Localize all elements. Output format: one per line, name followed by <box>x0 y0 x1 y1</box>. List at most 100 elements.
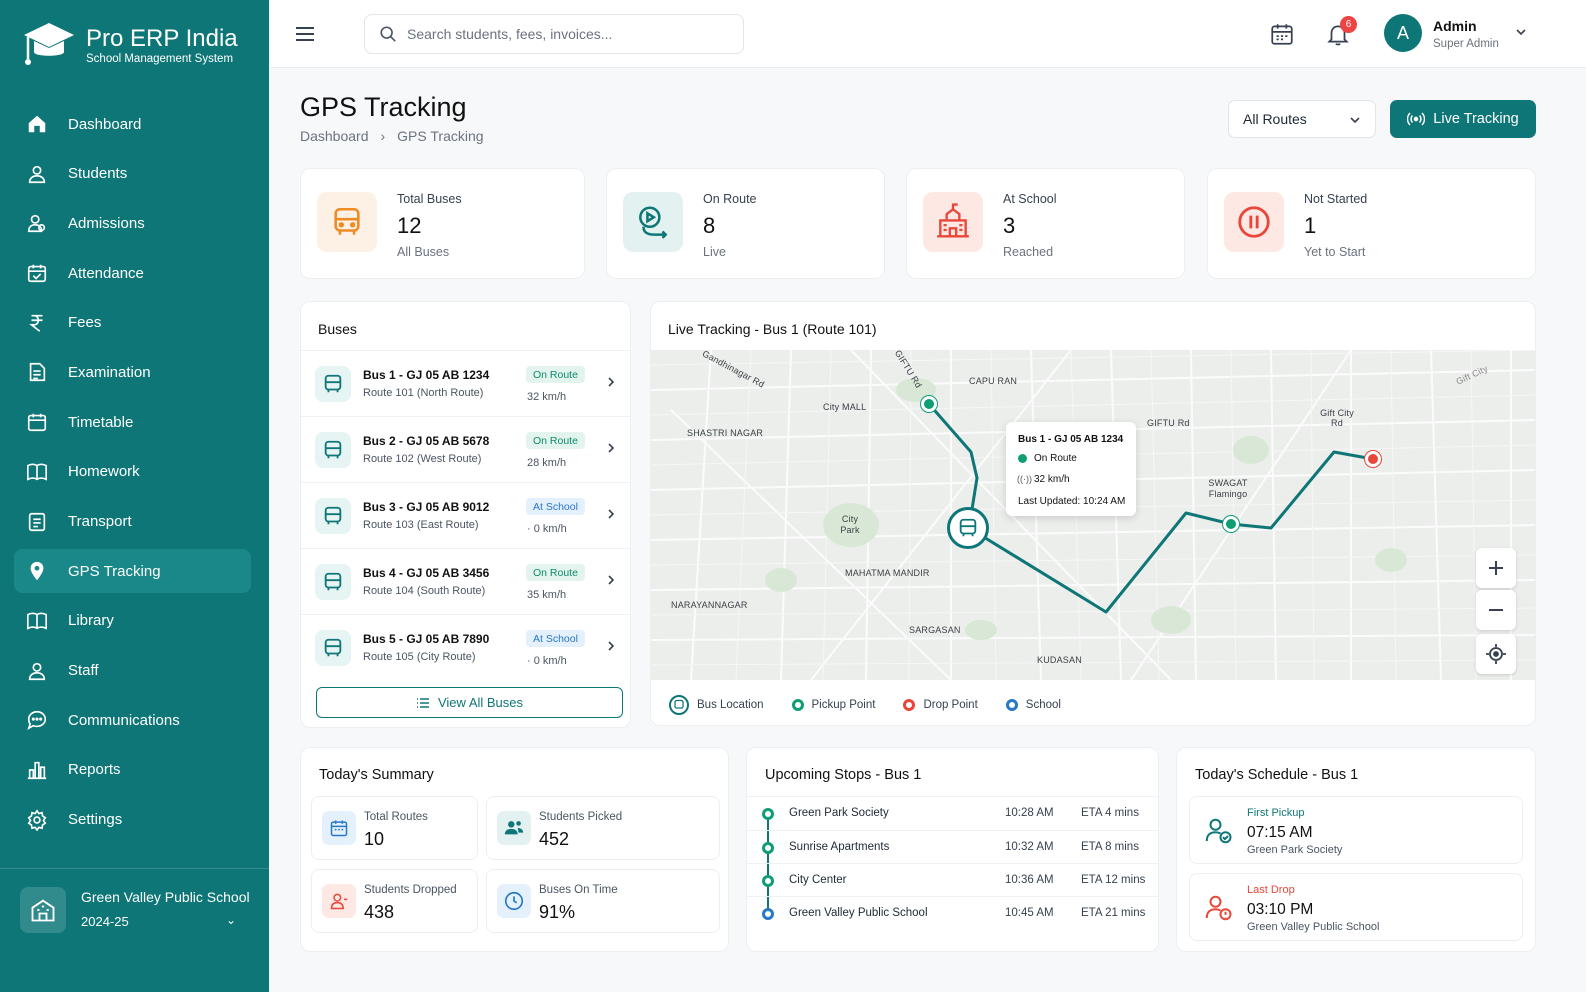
summary-value: 91% <box>539 902 576 922</box>
bell-icon[interactable] <box>1325 20 1351 48</box>
breadcrumb-item[interactable]: Dashboard <box>300 128 369 144</box>
chevron-right-icon <box>608 443 615 453</box>
bus-location-marker[interactable] <box>947 507 989 549</box>
schedule-place: Green Valley Public School <box>1247 921 1380 933</box>
school-switcher[interactable]: Green Valley Public School 2024-25 ⌄ <box>0 868 269 992</box>
pickup-point-marker[interactable] <box>1223 516 1239 532</box>
map-label: City Park <box>840 514 860 535</box>
bus-name: Bus 1 - GJ 05 AB 1234 <box>363 368 490 382</box>
sidebar-item-label: Staff <box>68 662 99 680</box>
document-icon <box>29 363 46 382</box>
stat-label: At School <box>1003 192 1057 206</box>
bus-list-item[interactable]: Bus 4 - GJ 05 AB 3456 Route 104 (South R… <box>301 548 631 614</box>
search-input[interactable] <box>407 26 707 42</box>
stop-name: City Center <box>789 874 847 886</box>
sidebar-item-staff[interactable]: Staff <box>14 649 251 693</box>
sidebar-item-dashboard[interactable]: Dashboard <box>14 102 251 146</box>
status-badge: On Route <box>526 564 585 581</box>
chevron-right-icon: › <box>380 128 386 144</box>
summary-students-picked: Students Picked 452 <box>486 796 720 860</box>
zoom-out-button[interactable] <box>1476 590 1516 630</box>
sidebar: Pro ERP India School Management System D… <box>0 0 269 992</box>
bus-name: Bus 3 - GJ 05 AB 9012 <box>363 500 490 514</box>
sidebar-item-fees[interactable]: Fees <box>14 301 251 345</box>
todays-schedule-panel: Today's Schedule - Bus 1 First Pickup 07… <box>1176 747 1536 952</box>
bus-list-item[interactable]: Bus 2 - GJ 05 AB 5678 Route 102 (West Ro… <box>301 416 631 482</box>
zoom-in-button[interactable] <box>1476 548 1516 588</box>
bus-list-item[interactable]: Bus 1 - GJ 05 AB 1234 Route 101 (North R… <box>301 350 631 416</box>
sidebar-item-label: Dashboard <box>68 115 142 133</box>
sidebar-item-label: Admissions <box>68 214 145 232</box>
map-canvas[interactable]: Gandhinagar Rd GIFTU Rd CAPU RAN City MA… <box>651 350 1535 680</box>
calendar-check-icon <box>27 264 47 283</box>
sidebar-item-examination[interactable]: Examination <box>14 350 251 394</box>
book-icon <box>27 463 47 481</box>
menu-icon[interactable] <box>294 22 316 46</box>
summary-buses-on-time: Buses On Time 91% <box>486 869 720 933</box>
school-icon <box>923 192 983 252</box>
stop-eta: ETA 8 mins <box>1081 841 1139 853</box>
chevron-down-icon[interactable] <box>1514 25 1528 39</box>
avatar[interactable]: A <box>1384 14 1422 52</box>
bus-list-item[interactable]: Bus 5 - GJ 05 AB 7890 Route 105 (City Ro… <box>301 614 631 680</box>
sidebar-item-reports[interactable]: Reports <box>14 748 251 792</box>
bus-icon <box>315 630 351 666</box>
sidebar-item-library[interactable]: Library <box>14 599 251 643</box>
live-tracking-panel: Live Tracking - Bus 1 (Route 101) <box>650 301 1536 726</box>
bus-location-legend-icon <box>669 695 689 715</box>
sidebar-item-label: Reports <box>68 761 121 779</box>
plus-icon <box>1489 561 1503 575</box>
tooltip-status: On Route <box>1034 453 1077 464</box>
map-legend: Bus Location Pickup Point Drop Point Sch… <box>669 695 1061 715</box>
schedule-kind: First Pickup <box>1247 807 1305 819</box>
stop-row[interactable]: Green Valley Public School 10:45 AM ETA … <box>747 896 1159 929</box>
summary-label: Students Picked <box>539 811 623 823</box>
pickup-point-marker[interactable] <box>921 396 937 412</box>
user-name[interactable]: Admin <box>1433 18 1477 34</box>
live-tracking-label: Live Tracking <box>1433 111 1519 127</box>
user-drop-icon <box>1198 888 1238 928</box>
stop-row[interactable]: Sunrise Apartments 10:32 AM ETA 8 mins <box>747 830 1159 863</box>
calendar-icon[interactable] <box>1269 20 1295 48</box>
bus-route: Route 101 (North Route) <box>363 387 484 399</box>
drop-point-marker[interactable] <box>1365 451 1381 467</box>
sidebar-item-label: Attendance <box>68 264 144 282</box>
sidebar-item-attendance[interactable]: Attendance <box>14 251 251 295</box>
stat-sub: Yet to Start <box>1304 245 1366 259</box>
stat-card-at-school: At School 3 Reached <box>906 168 1185 279</box>
panel-title: Live Tracking - Bus 1 (Route 101) <box>668 321 877 337</box>
timeline-line <box>767 814 769 914</box>
sidebar-item-label: Homework <box>68 463 140 481</box>
sidebar-item-students[interactable]: Students <box>14 152 251 196</box>
sidebar-item-timetable[interactable]: Timetable <box>14 400 251 444</box>
map-label: Gift City Rd <box>1320 408 1354 428</box>
sidebar-item-homework[interactable]: Homework <box>14 450 251 494</box>
stop-row[interactable]: Green Park Society 10:28 AM ETA 4 mins <box>747 797 1159 830</box>
panel-title: Upcoming Stops - Bus 1 <box>765 767 922 783</box>
book-open-icon <box>27 612 47 630</box>
map-label: SARGASAN <box>909 625 961 635</box>
legend-label: Pickup Point <box>811 699 876 711</box>
bus-route: Route 105 (City Route) <box>363 651 476 663</box>
sidebar-item-communications[interactable]: Communications <box>14 698 251 742</box>
bus-list-item[interactable]: Bus 3 - GJ 05 AB 9012 Route 103 (East Ro… <box>301 482 631 548</box>
graduation-cap-icon <box>24 23 74 65</box>
locate-me-button[interactable] <box>1476 634 1516 674</box>
sidebar-item-transport[interactable]: Transport <box>14 500 251 544</box>
view-all-buses-button[interactable]: View All Buses <box>316 687 623 718</box>
route-filter-select[interactable]: All Routes <box>1228 100 1376 138</box>
summary-label: Total Routes <box>364 811 428 823</box>
sidebar-item-settings[interactable]: Settings <box>14 798 251 842</box>
sidebar-item-admissions[interactable]: Admissions <box>14 201 251 245</box>
chevron-down-icon[interactable]: ⌄ <box>226 913 237 927</box>
map-label: NARAYANNAGAR <box>671 600 748 610</box>
stop-row[interactable]: City Center 10:36 AM ETA 12 mins <box>747 863 1159 896</box>
stat-card-total-buses: Total Buses 12 All Buses <box>300 168 585 279</box>
user-pickup-icon <box>1198 811 1238 851</box>
rupee-icon <box>29 314 43 332</box>
live-tracking-button[interactable]: Live Tracking <box>1390 100 1536 138</box>
sidebar-item-gps-tracking[interactable]: GPS Tracking <box>14 549 251 594</box>
stat-label: Not Started <box>1304 192 1368 206</box>
crosshair-icon <box>1486 644 1506 664</box>
brand-logo[interactable]: Pro ERP India School Management System <box>22 20 238 70</box>
